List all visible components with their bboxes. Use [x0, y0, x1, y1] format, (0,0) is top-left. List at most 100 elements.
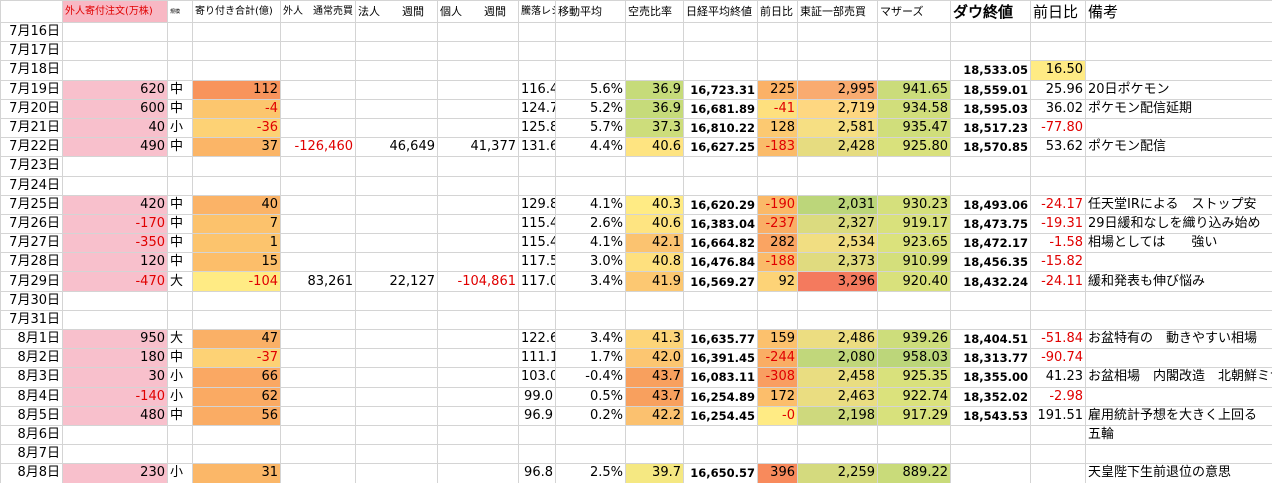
cell [167, 424, 193, 446]
cell: 0.2% [555, 405, 626, 426]
cell [280, 386, 356, 407]
cell [437, 309, 519, 331]
cell [555, 21, 626, 43]
cell [1030, 175, 1086, 196]
cell: 16,254.89 [683, 386, 758, 407]
cell [797, 60, 878, 81]
cell: 934.58 [877, 98, 951, 119]
cell: 18,432.24 [950, 271, 1031, 292]
cell: -36 [192, 117, 281, 139]
cell [518, 424, 556, 446]
cell [797, 309, 878, 331]
cell [437, 117, 519, 139]
cell [437, 156, 519, 177]
cell [950, 175, 1031, 196]
cell [950, 444, 1031, 465]
cell: 490 [62, 137, 168, 158]
header-cell: 備考 [1085, 0, 1272, 23]
cell [1085, 156, 1272, 177]
cell [518, 444, 556, 465]
cell: 18,533.05 [950, 60, 1031, 81]
cell [167, 156, 193, 177]
cell: お盆特有の 動きやすい相場 [1085, 328, 1272, 350]
cell [877, 156, 951, 177]
date-cell: 7月30日 [0, 290, 63, 311]
data-row: 7月19日 620 中 112 116.4 5.6% 36.9 16,723.31 225 2,9… [0, 79, 1272, 100]
date-cell: 8月2日 [0, 348, 63, 369]
cell [518, 60, 556, 81]
cell: 922.74 [877, 386, 951, 407]
cell: 小 [167, 117, 193, 139]
cell [437, 79, 519, 100]
cell: 37 [192, 137, 281, 158]
cell: 420 [62, 194, 168, 215]
cell [167, 444, 193, 465]
cell: 相場としては 強い [1085, 233, 1272, 254]
cell [797, 444, 878, 465]
data-row: 7月22日 490 中 37 -126,460 46,649 41,377 131.6 4.4%… [0, 137, 1272, 158]
cell: 120 [62, 252, 168, 273]
cell: 4.1% [555, 194, 626, 215]
cell [167, 41, 193, 62]
date-cell: 7月18日 [0, 60, 63, 81]
cell: 941.65 [877, 79, 951, 100]
cell [437, 213, 519, 235]
cell: -4 [192, 98, 281, 119]
cell [192, 156, 281, 177]
cell [280, 348, 356, 369]
cell [167, 175, 193, 196]
header-cell: 日経平均終値 [683, 0, 758, 23]
cell [757, 41, 798, 62]
date-cell: 7月26日 [0, 213, 63, 235]
cell [62, 175, 168, 196]
cell [625, 156, 684, 177]
cell: 950 [62, 328, 168, 350]
cell: 2,995 [797, 79, 878, 100]
cell: 925.35 [877, 367, 951, 388]
cell [757, 424, 798, 446]
date-cell: 8月5日 [0, 405, 63, 426]
cell [950, 156, 1031, 177]
cell [1030, 463, 1086, 483]
cell: 600 [62, 98, 168, 119]
cell [877, 41, 951, 62]
cell [280, 41, 356, 62]
cell: 2,198 [797, 405, 878, 426]
cell [437, 386, 519, 407]
cell [1085, 386, 1272, 407]
cell [280, 233, 356, 254]
cell: 18,517.23 [950, 117, 1031, 139]
cell [683, 21, 758, 43]
cell: 191.51 [1030, 405, 1086, 426]
cell: 39.7 [625, 463, 684, 483]
cell: 2,259 [797, 463, 878, 483]
cell [280, 79, 356, 100]
cell: 282 [757, 233, 798, 254]
cell: 125.8 [518, 117, 556, 139]
cell [355, 252, 438, 273]
cell: 18,456.35 [950, 252, 1031, 273]
cell: -19.31 [1030, 213, 1086, 235]
cell [437, 463, 519, 483]
cell: 2,080 [797, 348, 878, 369]
cell: 1 [192, 233, 281, 254]
cell [167, 21, 193, 43]
cell: 3.0% [555, 252, 626, 273]
cell: 20日ポケモン [1085, 79, 1272, 100]
cell [797, 424, 878, 446]
cell [437, 98, 519, 119]
cell [280, 328, 356, 350]
date-cell: 7月21日 [0, 117, 63, 139]
cell [280, 21, 356, 43]
cell [555, 290, 626, 311]
cell [1085, 290, 1272, 311]
data-row: 7月16日 [0, 21, 1272, 43]
data-row: 7月18日 18,533.05 16.50 [0, 60, 1272, 81]
cell [877, 21, 951, 43]
cell: 3.4% [555, 271, 626, 292]
data-row: 7月30日 [0, 290, 1272, 311]
cell [518, 309, 556, 331]
cell: 18,473.75 [950, 213, 1031, 235]
cell: 40.3 [625, 194, 684, 215]
